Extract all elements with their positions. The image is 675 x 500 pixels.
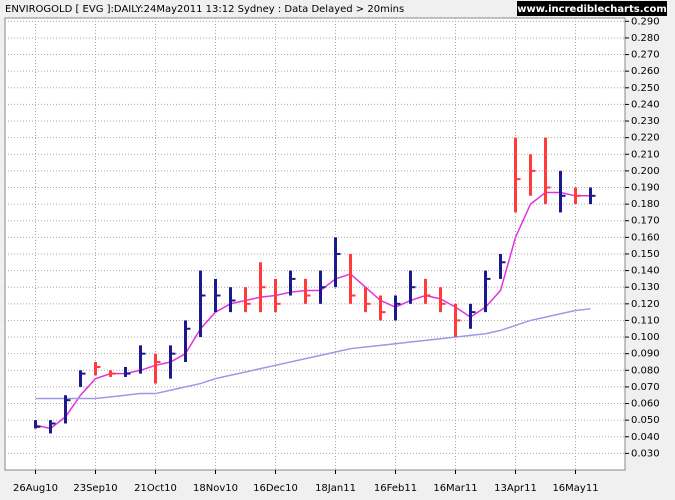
price-bar bbox=[514, 137, 517, 213]
x-tick-label: 18Jan11 bbox=[315, 483, 356, 494]
y-tick-label: 0.280 bbox=[631, 33, 660, 44]
price-bar bbox=[289, 270, 292, 296]
y-tick-label: 0.110 bbox=[631, 315, 660, 326]
x-tick-label: 16Mar11 bbox=[433, 483, 477, 494]
price-bar bbox=[94, 361, 97, 376]
x-tick-label: 13Apr11 bbox=[494, 483, 537, 494]
y-tick-label: 0.080 bbox=[631, 365, 660, 376]
price-bar bbox=[64, 395, 67, 424]
price-bar bbox=[439, 287, 442, 313]
y-tick-label: 0.150 bbox=[631, 249, 660, 260]
y-tick-label: 0.060 bbox=[631, 399, 660, 410]
price-bar bbox=[424, 278, 427, 304]
y-tick-label: 0.290 bbox=[631, 16, 660, 27]
watermark-box bbox=[517, 1, 667, 16]
plot-area bbox=[4, 17, 626, 471]
y-tick-label: 0.030 bbox=[631, 448, 660, 459]
watermark: www.incrediblecharts.com bbox=[517, 4, 667, 15]
price-bar bbox=[34, 420, 37, 429]
y-tick-label: 0.040 bbox=[631, 432, 660, 443]
price-bar bbox=[139, 345, 142, 374]
price-bar bbox=[79, 370, 82, 387]
y-tick-label: 0.200 bbox=[631, 166, 660, 177]
price-bar bbox=[169, 345, 172, 379]
y-tick-label: 0.100 bbox=[631, 332, 660, 343]
x-tick-label: 26Aug10 bbox=[13, 483, 58, 494]
y-tick-label: 0.270 bbox=[631, 50, 660, 61]
y-tick-label: 0.160 bbox=[631, 232, 660, 243]
chart-title: ENVIROGOLD [ EVG ]:DAILY:24May2011 13:12… bbox=[5, 4, 404, 15]
price-bar bbox=[544, 137, 547, 205]
price-bar bbox=[274, 278, 277, 313]
y-tick-label: 0.250 bbox=[631, 83, 660, 94]
price-bar bbox=[484, 270, 487, 313]
x-tick-label: 16Dec10 bbox=[253, 483, 298, 494]
y-tick-label: 0.210 bbox=[631, 149, 660, 160]
y-tick-label: 0.090 bbox=[631, 349, 660, 360]
y-tick-label: 0.120 bbox=[631, 299, 660, 310]
y-tick-label: 0.140 bbox=[631, 266, 660, 277]
x-tick-label: 23Sep10 bbox=[73, 483, 117, 494]
price-bar bbox=[529, 154, 532, 196]
y-tick-label: 0.170 bbox=[631, 216, 660, 227]
price-bar bbox=[49, 420, 52, 434]
moving-average bbox=[35, 308, 591, 400]
price-bar bbox=[394, 295, 397, 321]
y-tick-label: 0.220 bbox=[631, 133, 660, 144]
y-tick-label: 0.070 bbox=[631, 382, 660, 393]
x-tick-label: 18Nov10 bbox=[193, 483, 238, 494]
price-bar bbox=[379, 295, 382, 321]
price-bar bbox=[469, 303, 472, 329]
y-tick-label: 0.260 bbox=[631, 66, 660, 77]
x-tick-label: 16May11 bbox=[552, 483, 598, 494]
x-tick-label: 16Feb11 bbox=[374, 483, 417, 494]
y-tick-label: 0.180 bbox=[631, 199, 660, 210]
y-tick-label: 0.130 bbox=[631, 282, 660, 293]
y-tick-label: 0.230 bbox=[631, 116, 660, 127]
price-bar bbox=[184, 320, 187, 362]
price-bar bbox=[364, 287, 367, 313]
x-tick-label: 21Oct10 bbox=[134, 483, 177, 494]
y-tick-label: 0.050 bbox=[631, 415, 660, 426]
y-tick-label: 0.190 bbox=[631, 183, 660, 194]
y-tick-label: 0.240 bbox=[631, 99, 660, 110]
price-bar bbox=[334, 237, 337, 288]
price-bar bbox=[244, 287, 247, 313]
price-bar bbox=[349, 253, 352, 304]
price-bar bbox=[199, 270, 202, 338]
price-bar bbox=[154, 353, 157, 384]
price-bar bbox=[124, 366, 127, 377]
price-bar bbox=[559, 170, 562, 213]
price-bar bbox=[304, 278, 307, 304]
price-bar bbox=[499, 253, 502, 279]
